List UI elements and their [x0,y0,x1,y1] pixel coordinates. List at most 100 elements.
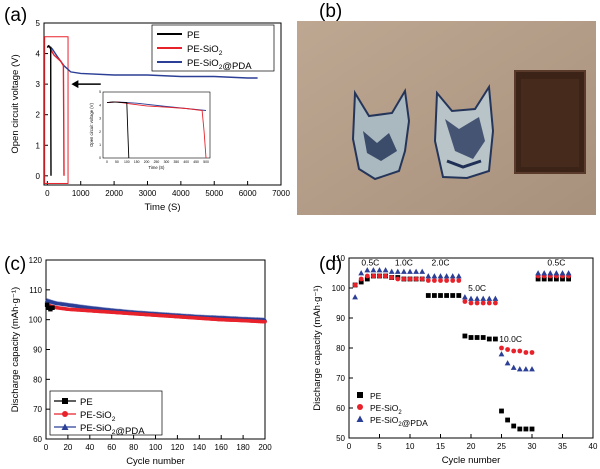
data-point-square [560,276,565,282]
data-point-circle [377,273,382,279]
x-tick-label: 20 [467,442,476,451]
data-point-triangle [364,267,371,273]
x-tick-label: 180 [236,443,250,452]
data-point-circle [364,273,370,279]
x-tick-label: 15 [436,442,445,451]
legend-label: PE [80,397,93,408]
data-point-triangle [394,268,401,274]
data-point-square [535,276,541,282]
data-point-triangle [498,351,505,357]
data-point-circle [389,275,395,280]
data-point-circle [493,300,498,306]
series-line-pe-sio2 [46,44,65,176]
data-point-square [474,335,480,340]
legend-marker [62,411,68,417]
data-point-circle [511,348,517,354]
x-tick-label: 40 [589,442,598,451]
data-point-triangle [553,270,560,276]
data-point-triangle [474,295,480,301]
data-point-triangle [407,268,413,274]
x-tick-label: 7000 [272,189,290,198]
chart-a: 0 1000 2000 3000 4000 5000 6000 7000012345Time … [10,19,290,213]
data-point-triangle [413,268,419,274]
data-point-triangle [565,270,572,276]
data-point-triangle [449,273,456,279]
data-point-square [523,426,529,432]
zoom-highlight-box [44,36,69,184]
inset-y-tick-label: 1 [99,143,101,147]
data-point-square [529,426,535,432]
x-tick-label: 6000 [239,189,257,198]
series-line-pe [46,44,52,176]
y-tick-label: 3 [36,80,41,89]
separator-photo [297,21,596,215]
rate-annotation: 5.0C [468,283,486,293]
inset-y-tick-label: 5 [99,90,101,94]
legend-marker [357,392,363,398]
data-point-square [547,276,553,282]
x-tick-label: 2000 [105,189,123,198]
legend-label: PE-SiO2@PDA [370,415,428,428]
rate-annotation: 2.0C [432,258,450,268]
data-point-triangle [523,366,529,372]
data-point-triangle [437,273,444,279]
inset-series-line [106,101,130,159]
inset-x-tick-label: 500 [203,160,209,164]
data-point-square [511,423,517,429]
data-point-triangle [468,295,474,301]
x-tick-label: 10 [406,442,415,451]
data-point-circle [425,278,431,283]
x-tick-label: 120 [171,443,185,452]
x-axis-label: Time (S) [144,202,180,213]
x-tick-label: 25 [497,442,506,451]
x-tick-label: 1000 [72,189,90,198]
panel-label-d: (d) [319,254,343,275]
data-point-triangle [535,270,541,276]
data-point-square [505,417,510,423]
pe-sio2-separator-sample [433,83,495,180]
data-point-square [50,305,55,310]
data-point-triangle [376,267,383,273]
x-tick-label: 35 [558,442,567,451]
arrow-head [71,80,79,89]
data-point-square [541,276,547,282]
data-point-circle [505,347,510,352]
data-point-square [450,293,456,298]
x-tick-label: 0 [45,189,50,198]
y-tick-label: 110 [332,254,345,263]
x-tick-label: 60 [107,443,116,452]
data-point-circle [499,345,504,351]
y-tick-label: 80 [33,375,42,384]
legend-label: PE-SiO2@PDA [80,423,145,437]
x-tick-label: 5000 [205,189,223,198]
legend-marker [357,404,363,410]
data-point-square [438,293,443,298]
data-point-triangle [486,295,493,301]
inset-x-tick-label: 400 [183,160,189,164]
x-tick-label: 200 [258,443,272,452]
data-point-circle [438,278,443,283]
x-tick-label: 3000 [139,189,157,198]
inset-x-tick-label: 200 [144,160,150,164]
y-tick-label: 2 [36,111,41,120]
data-point-square [468,335,474,340]
x-tick-label: 80 [129,443,138,452]
panel-label-a: (a) [4,5,28,26]
data-point-triangle [559,270,566,276]
rate-annotation: 0.5C [361,258,379,268]
y-axis-label: Open circuit voltage (V) [10,54,21,153]
pe-separator-sample [351,88,411,181]
data-point-triangle [541,270,548,276]
data-point-triangle [455,273,462,279]
data-point-triangle [504,360,511,366]
data-point-circle [371,273,376,279]
y-tick-label: 90 [336,314,345,323]
panel-label-c: (c) [4,254,27,275]
legend-marker [61,423,69,430]
data-point-triangle [401,268,407,274]
y-tick-label: 70 [336,374,345,383]
x-tick-label: 160 [215,443,229,452]
data-point-triangle [419,268,426,274]
y-axis-label: Discharge capacity (mAh·g⁻¹) [10,287,21,412]
data-point-square [554,276,559,282]
